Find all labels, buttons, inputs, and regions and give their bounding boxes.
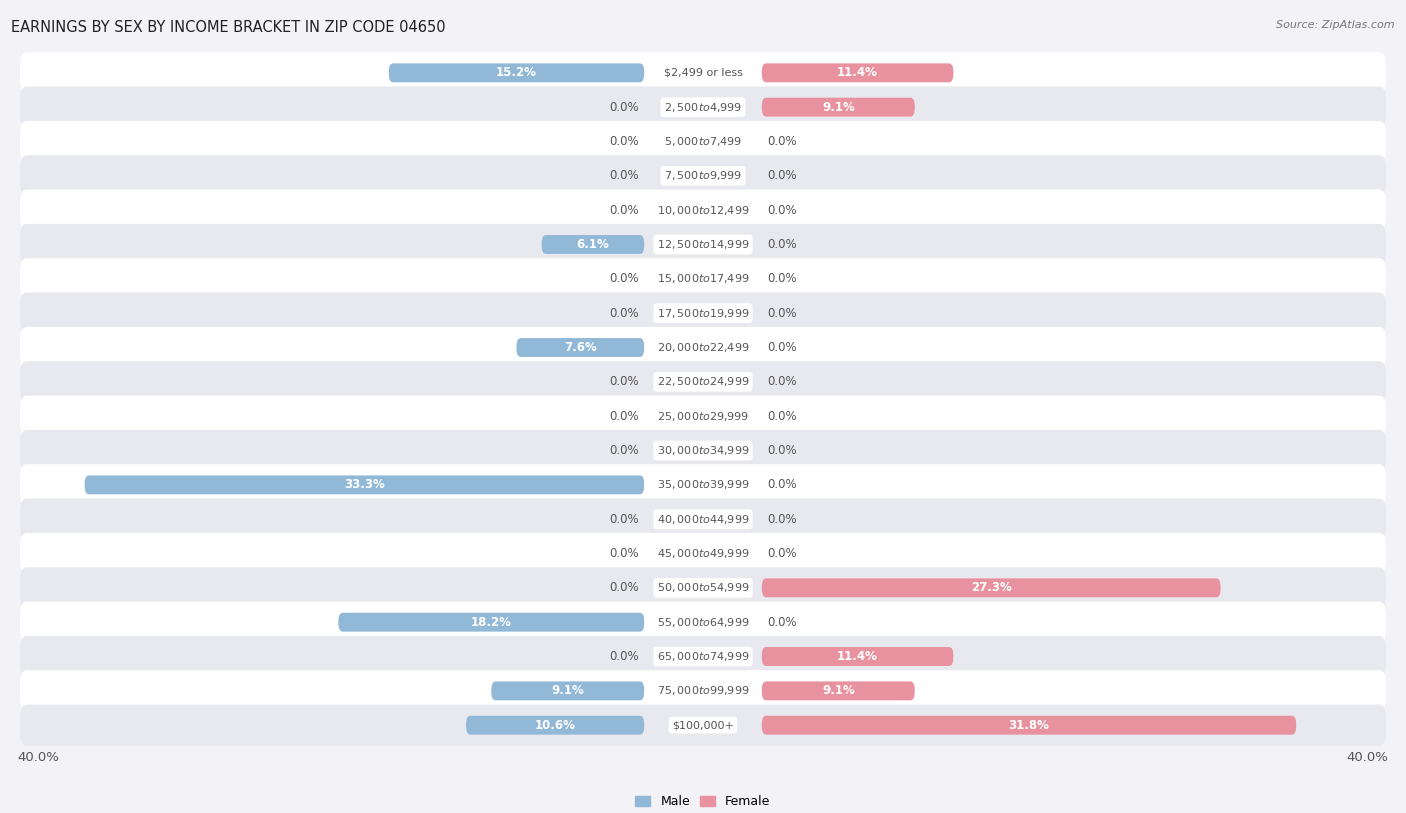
Text: 9.1%: 9.1% xyxy=(551,685,583,698)
FancyBboxPatch shape xyxy=(20,121,1386,162)
FancyBboxPatch shape xyxy=(20,361,1386,402)
Text: 0.0%: 0.0% xyxy=(766,238,796,251)
Text: $17,500 to $19,999: $17,500 to $19,999 xyxy=(657,307,749,320)
Text: $12,500 to $14,999: $12,500 to $14,999 xyxy=(657,238,749,251)
FancyBboxPatch shape xyxy=(20,670,1386,711)
Text: 15.2%: 15.2% xyxy=(496,67,537,80)
FancyBboxPatch shape xyxy=(20,464,1386,506)
Text: $15,000 to $17,499: $15,000 to $17,499 xyxy=(657,272,749,285)
Text: 31.8%: 31.8% xyxy=(1008,719,1049,732)
Text: 0.0%: 0.0% xyxy=(766,478,796,491)
FancyBboxPatch shape xyxy=(465,715,644,735)
Text: $10,000 to $12,499: $10,000 to $12,499 xyxy=(657,204,749,216)
Text: 0.0%: 0.0% xyxy=(610,410,640,423)
FancyBboxPatch shape xyxy=(20,327,1386,368)
Text: 18.2%: 18.2% xyxy=(471,615,512,628)
Text: $75,000 to $99,999: $75,000 to $99,999 xyxy=(657,685,749,698)
Text: $65,000 to $74,999: $65,000 to $74,999 xyxy=(657,650,749,663)
Text: 0.0%: 0.0% xyxy=(610,444,640,457)
Text: $2,500 to $4,999: $2,500 to $4,999 xyxy=(664,101,742,114)
Text: 0.0%: 0.0% xyxy=(766,513,796,526)
Text: 0.0%: 0.0% xyxy=(766,169,796,182)
FancyBboxPatch shape xyxy=(20,189,1386,231)
Text: 0.0%: 0.0% xyxy=(610,169,640,182)
Text: 0.0%: 0.0% xyxy=(766,410,796,423)
FancyBboxPatch shape xyxy=(762,647,953,666)
Text: 11.4%: 11.4% xyxy=(837,650,877,663)
Text: Source: ZipAtlas.com: Source: ZipAtlas.com xyxy=(1277,20,1395,30)
FancyBboxPatch shape xyxy=(20,705,1386,746)
Text: $55,000 to $64,999: $55,000 to $64,999 xyxy=(657,615,749,628)
Text: 9.1%: 9.1% xyxy=(823,101,855,114)
Text: 0.0%: 0.0% xyxy=(610,650,640,663)
Text: 0.0%: 0.0% xyxy=(610,204,640,216)
FancyBboxPatch shape xyxy=(20,533,1386,574)
Text: $22,500 to $24,999: $22,500 to $24,999 xyxy=(657,376,749,389)
Text: 27.3%: 27.3% xyxy=(970,581,1011,594)
Text: 0.0%: 0.0% xyxy=(610,581,640,594)
Text: 0.0%: 0.0% xyxy=(766,341,796,354)
Text: 33.3%: 33.3% xyxy=(344,478,385,491)
FancyBboxPatch shape xyxy=(762,715,1296,735)
Text: 40.0%: 40.0% xyxy=(1347,751,1389,764)
FancyBboxPatch shape xyxy=(20,52,1386,93)
Text: $35,000 to $39,999: $35,000 to $39,999 xyxy=(657,478,749,491)
FancyBboxPatch shape xyxy=(20,86,1386,128)
Text: 0.0%: 0.0% xyxy=(766,204,796,216)
Text: 0.0%: 0.0% xyxy=(610,547,640,560)
FancyBboxPatch shape xyxy=(339,613,644,632)
FancyBboxPatch shape xyxy=(20,259,1386,299)
Text: 0.0%: 0.0% xyxy=(766,376,796,389)
Text: $20,000 to $22,499: $20,000 to $22,499 xyxy=(657,341,749,354)
Legend: Male, Female: Male, Female xyxy=(630,790,776,813)
FancyBboxPatch shape xyxy=(20,498,1386,540)
Text: 0.0%: 0.0% xyxy=(766,615,796,628)
Text: 0.0%: 0.0% xyxy=(766,307,796,320)
Text: $100,000+: $100,000+ xyxy=(672,720,734,730)
Text: 0.0%: 0.0% xyxy=(610,513,640,526)
FancyBboxPatch shape xyxy=(20,636,1386,677)
Text: $45,000 to $49,999: $45,000 to $49,999 xyxy=(657,547,749,560)
FancyBboxPatch shape xyxy=(762,63,953,82)
Text: 0.0%: 0.0% xyxy=(610,272,640,285)
Text: 10.6%: 10.6% xyxy=(534,719,575,732)
Text: $50,000 to $54,999: $50,000 to $54,999 xyxy=(657,581,749,594)
FancyBboxPatch shape xyxy=(516,338,644,357)
Text: 0.0%: 0.0% xyxy=(610,376,640,389)
Text: $25,000 to $29,999: $25,000 to $29,999 xyxy=(657,410,749,423)
FancyBboxPatch shape xyxy=(762,98,915,116)
FancyBboxPatch shape xyxy=(389,63,644,82)
Text: 0.0%: 0.0% xyxy=(766,444,796,457)
Text: $40,000 to $44,999: $40,000 to $44,999 xyxy=(657,513,749,526)
FancyBboxPatch shape xyxy=(84,476,644,494)
FancyBboxPatch shape xyxy=(20,155,1386,197)
Text: $30,000 to $34,999: $30,000 to $34,999 xyxy=(657,444,749,457)
Text: $2,499 or less: $2,499 or less xyxy=(664,67,742,78)
Text: 0.0%: 0.0% xyxy=(766,135,796,148)
FancyBboxPatch shape xyxy=(541,235,644,254)
Text: 0.0%: 0.0% xyxy=(766,547,796,560)
FancyBboxPatch shape xyxy=(762,681,915,700)
FancyBboxPatch shape xyxy=(20,224,1386,265)
Text: $7,500 to $9,999: $7,500 to $9,999 xyxy=(664,169,742,182)
FancyBboxPatch shape xyxy=(20,567,1386,608)
FancyBboxPatch shape xyxy=(20,293,1386,334)
FancyBboxPatch shape xyxy=(762,578,1220,598)
FancyBboxPatch shape xyxy=(20,602,1386,643)
FancyBboxPatch shape xyxy=(20,396,1386,437)
Text: 0.0%: 0.0% xyxy=(610,135,640,148)
Text: 9.1%: 9.1% xyxy=(823,685,855,698)
Text: EARNINGS BY SEX BY INCOME BRACKET IN ZIP CODE 04650: EARNINGS BY SEX BY INCOME BRACKET IN ZIP… xyxy=(11,20,446,35)
Text: 0.0%: 0.0% xyxy=(610,101,640,114)
Text: 7.6%: 7.6% xyxy=(564,341,596,354)
Text: 11.4%: 11.4% xyxy=(837,67,877,80)
Text: 40.0%: 40.0% xyxy=(17,751,59,764)
FancyBboxPatch shape xyxy=(20,430,1386,471)
Text: $5,000 to $7,499: $5,000 to $7,499 xyxy=(664,135,742,148)
FancyBboxPatch shape xyxy=(491,681,644,700)
Text: 0.0%: 0.0% xyxy=(766,272,796,285)
Text: 0.0%: 0.0% xyxy=(610,307,640,320)
Text: 6.1%: 6.1% xyxy=(576,238,609,251)
